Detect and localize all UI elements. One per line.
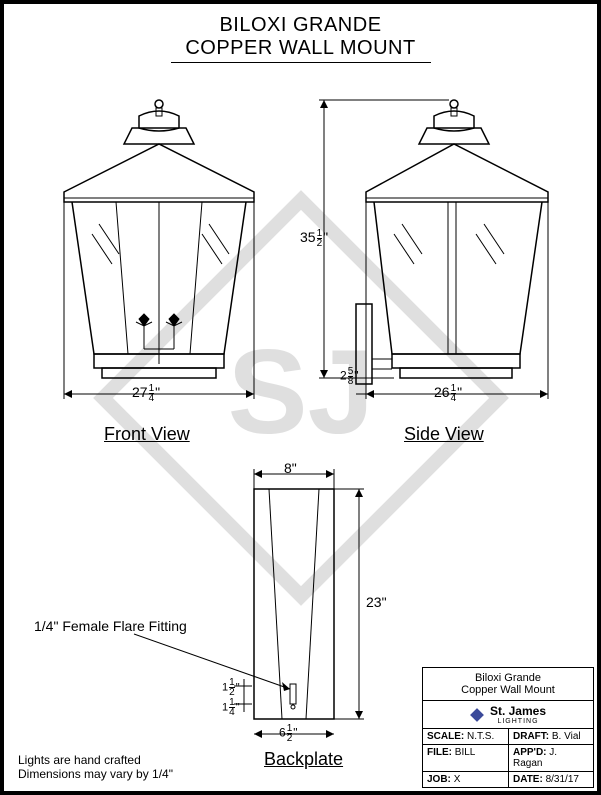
backplate-drawing [214,464,434,764]
backplate-width-dim: 8" [284,460,297,476]
backplate-inner-dim-2: 114" [222,698,240,717]
backplate-inner-dim-1: 112" [222,678,240,697]
side-height-dim: 3512" [300,229,328,248]
side-view-drawing [324,94,564,394]
tb-row-2: JOB: X DATE: 8/31/17 [423,771,593,787]
title-line-1: BILOXI GRANDE [4,14,597,37]
fitting-label: 1/4" Female Flare Fitting [34,618,187,634]
title-block: Biloxi Grande Copper Wall Mount St. Jame… [422,667,594,788]
company-logo-icon [470,708,484,722]
side-view-label: Side View [404,424,484,445]
drawing-title: BILOXI GRANDE COPPER WALL MOUNT [4,4,597,63]
tb-row-0: SCALE: N.T.S. DRAFT: B. Vial [423,728,593,744]
company-sub: LIGHTING [490,718,546,725]
front-view-drawing [44,94,274,394]
title-line-2: COPPER WALL MOUNT [4,37,597,60]
drawing-frame: SJ BILOXI GRANDE COPPER WALL MOUNT [0,0,601,795]
front-view-label: Front View [104,424,190,445]
tb-product: Biloxi Grande Copper Wall Mount [423,668,593,700]
note-1: Lights are hand crafted [18,753,141,767]
front-width-dim: 2714" [132,384,160,403]
bracket-depth-dim: 258" [340,367,359,386]
tb-row-1: FILE: BILL APP'D: J. Ragan [423,744,593,771]
backplate-label: Backplate [264,749,343,770]
backplate-height-dim: 23" [366,594,387,610]
side-width-dim: 2614" [434,384,462,403]
backplate-bottom-dim: 612" [279,724,298,743]
note-2: Dimensions may vary by 1/4" [18,767,173,781]
company-name: St. James [490,704,546,718]
